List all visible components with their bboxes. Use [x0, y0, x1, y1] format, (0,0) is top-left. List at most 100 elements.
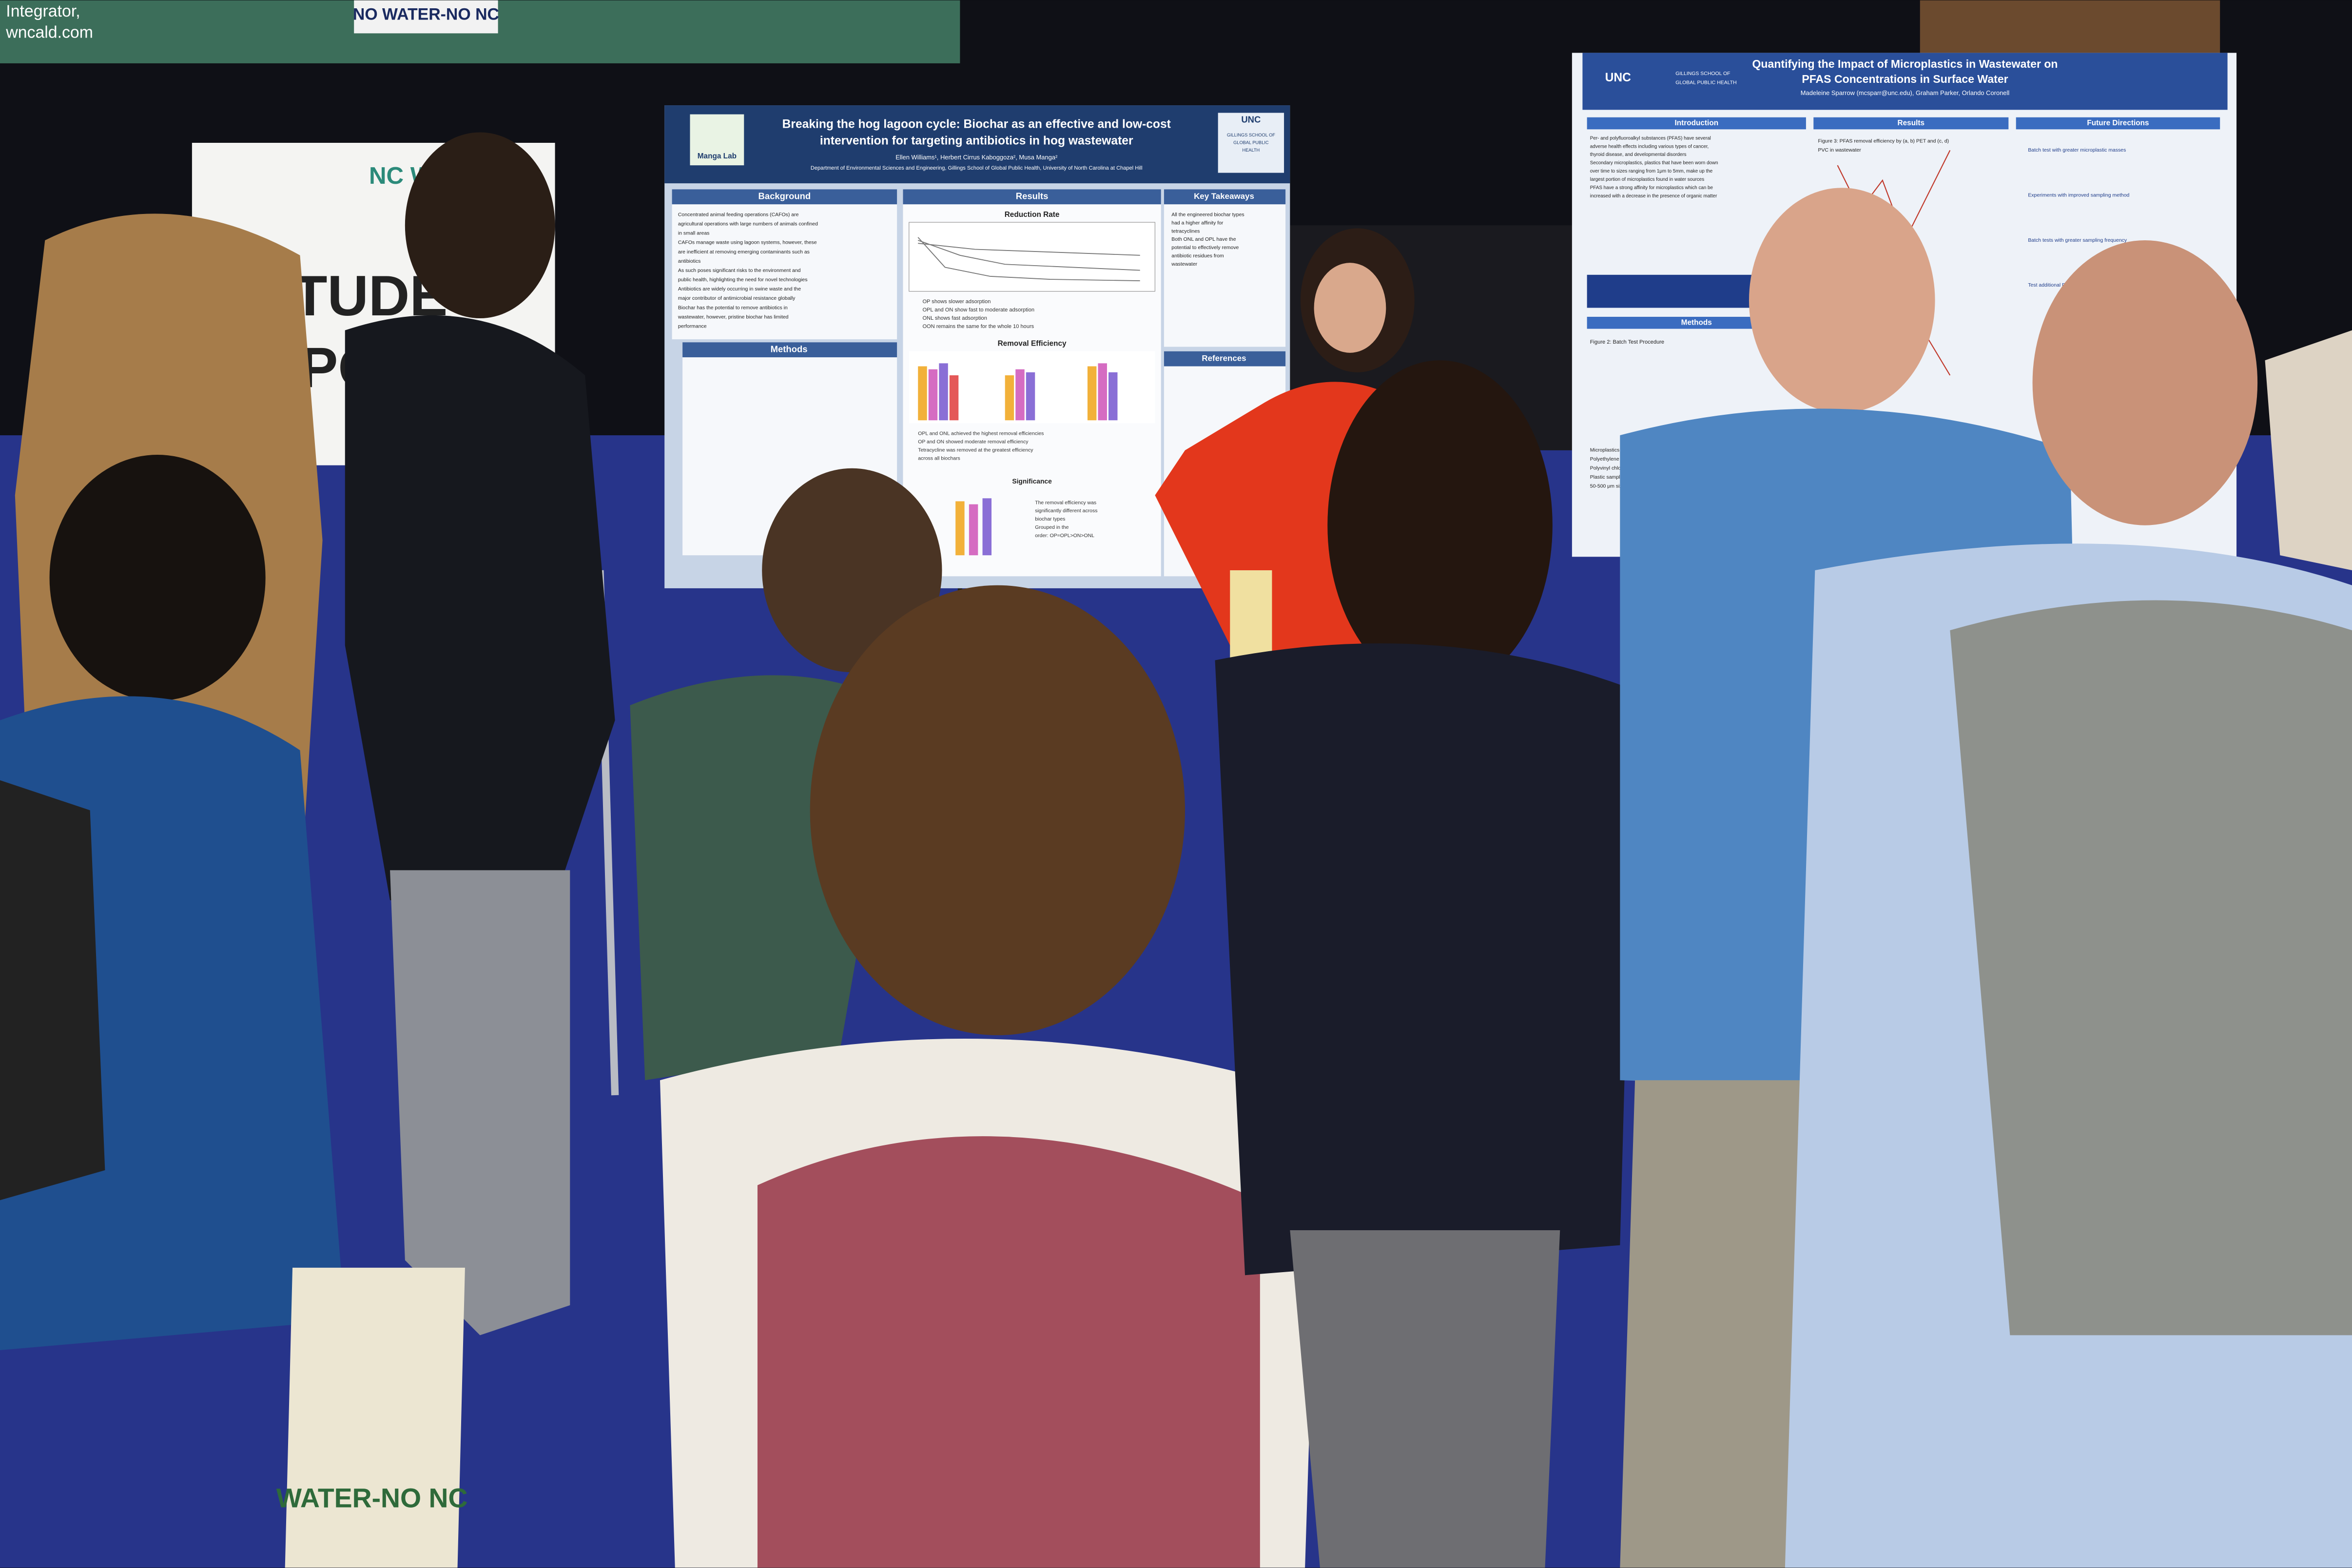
poster-text: CAFOs manage waste using lagoon systems,… [678, 240, 817, 246]
poster-text: Per- and polyfluoroalkyl substances (PFA… [1590, 136, 1711, 141]
school-logo-text: GILLINGS SCHOOL OF [1675, 71, 1730, 77]
figure-bar [949, 375, 959, 421]
section-title: References [1202, 354, 1246, 363]
poster-text: Figure 3: PFAS removal efficiency by (a,… [1818, 139, 1949, 144]
poster-authors: Madeleine Sparrow (mcsparr@unc.edu), Gra… [1801, 89, 2009, 97]
screen-text: Integrator, [6, 2, 80, 20]
poster-title: Breaking the hog lagoon cycle: Biochar a… [782, 118, 1171, 131]
panel-header [903, 189, 1161, 205]
poster-text: The removal efficiency was [1035, 500, 1096, 505]
school-logo [1218, 113, 1284, 173]
poster-text: OON remains the same for the whole 10 ho… [922, 324, 1034, 329]
poster-text: Both ONL and OPL have the [1171, 237, 1236, 242]
figure-bar [969, 504, 978, 556]
section-title: Results [1016, 191, 1049, 201]
poster-text: thyroid disease, and developmental disor… [1590, 152, 1687, 157]
poster-text: largest portion of microplastics found i… [1590, 177, 1704, 182]
poster-text: public health, highlighting the need for… [678, 277, 808, 283]
person-head [1749, 188, 1935, 413]
subsection-title: Significance [1012, 477, 1052, 485]
person-hair [1327, 360, 1553, 691]
poster-text: OPL and ON show fast to moderate adsorpt… [922, 307, 1034, 313]
poster-header [664, 105, 1290, 184]
figure-bar [955, 501, 965, 556]
poster-text: Microplastics Used: [1590, 448, 1634, 453]
poster-text: As such poses significant risks to the e… [678, 268, 801, 273]
poster-text: Secondary microplastics, plastics that h… [1590, 160, 1718, 166]
figure-bar [928, 369, 938, 421]
lab-logo-text: Manga Lab [698, 152, 737, 160]
poster-text: major contributor of antimicrobial resis… [678, 296, 796, 301]
poster-title: Quantifying the Impact of Microplastics … [1752, 58, 2058, 70]
figure-bar [1015, 369, 1025, 421]
poster-text: over time to sizes ranging from 1μm to 5… [1590, 169, 1713, 174]
poster-title: PFAS Concentrations in Surface Water [1802, 73, 2008, 85]
backpack [0, 780, 105, 1200]
panel-header [1587, 117, 1806, 130]
poster-header [1582, 53, 2228, 110]
person-head [49, 455, 266, 701]
panel [672, 189, 897, 340]
person-head [405, 132, 555, 319]
figure-bar [1005, 375, 1014, 421]
poster-authors: Ellen Williams¹, Herbert Cirrus Kaboggoz… [895, 154, 1058, 161]
screen-text: wncald.com [5, 23, 93, 41]
poster-text: wastewater, however, pristine biochar ha… [678, 314, 789, 320]
figure-bar [918, 366, 927, 421]
person-trousers [390, 870, 570, 1336]
screen-banner-box [354, 0, 498, 34]
poster-text: Biochar has the potential to remove anti… [678, 305, 788, 310]
section-title: Background [758, 191, 811, 201]
poster-title: intervention for targeting antibiotics i… [820, 134, 1133, 147]
person-coat [2265, 330, 2352, 571]
poster-text: ONL shows fast adsorption [922, 315, 987, 321]
poster-text: Batch tests with greater sampling freque… [2028, 238, 2127, 243]
person-hair [810, 585, 1185, 1035]
poster-text: across all biochars [918, 456, 960, 462]
poster-text: antibiotics [678, 259, 700, 264]
panel [1164, 189, 1286, 347]
person-shirt [345, 315, 615, 900]
lab-logo [690, 114, 744, 166]
poster-text: Test additional PFAS [2028, 283, 2075, 288]
poster-text: Antibiotics are widely occurring in swin… [678, 287, 801, 292]
poster-text: agricultural operations with large numbe… [678, 222, 818, 227]
poster-text: had a higher affinity for [1171, 220, 1224, 226]
panel-header [2016, 117, 2220, 130]
section-title: Future Directions [2087, 119, 2149, 127]
school-logo-text: GILLINGS SCHOOL OF [1227, 133, 1275, 137]
school-logo-text: UNC [1605, 71, 1632, 84]
tote-text: WATER-NO NC [276, 1483, 468, 1513]
poster-text: Grouped in the [1035, 525, 1069, 530]
poster-text: wastewater [1171, 262, 1197, 267]
subsection-title: Removal Efficiency [998, 339, 1067, 348]
line-chart-figure [909, 222, 1156, 292]
poster-text: increased with a decrease in the presenc… [1590, 194, 1717, 199]
section-title: Introduction [1674, 119, 1718, 127]
figure-bar [1108, 372, 1118, 421]
poster-text: order: OP=OPL>ON>ONL [1035, 533, 1094, 539]
figure-bars [918, 363, 1118, 556]
person-head [2032, 240, 2258, 525]
backpack [757, 1136, 1260, 1568]
figure-bar [1098, 363, 1107, 421]
backpack [1950, 600, 2352, 1336]
person-trousers [1290, 1230, 1560, 1568]
poster-text: OP shows slower adsorption [922, 299, 991, 305]
figure-lines [917, 237, 1140, 282]
screen-banner: NO WATER-NO NC [353, 5, 499, 23]
poster-text: performance [678, 324, 707, 329]
poster-affiliation: Department of Environmental Sciences and… [811, 165, 1143, 171]
school-logo-text: GLOBAL PUBLIC HEALTH [1675, 80, 1736, 86]
booth-desk [1920, 0, 2220, 60]
poster-text: All the engineered biochar types [1171, 212, 1244, 217]
figure-bar [1087, 366, 1097, 421]
tote-bag [285, 1267, 465, 1568]
poster-text: OPL and ONL achieved the highest removal… [918, 431, 1044, 437]
section-title: Methods [1681, 318, 1712, 327]
poster-text: OP and ON showed moderate removal effici… [918, 440, 1029, 445]
poster-text: Experiments with improved sampling metho… [2028, 193, 2129, 198]
panel-header [1813, 117, 2009, 130]
panel-header [672, 189, 897, 205]
